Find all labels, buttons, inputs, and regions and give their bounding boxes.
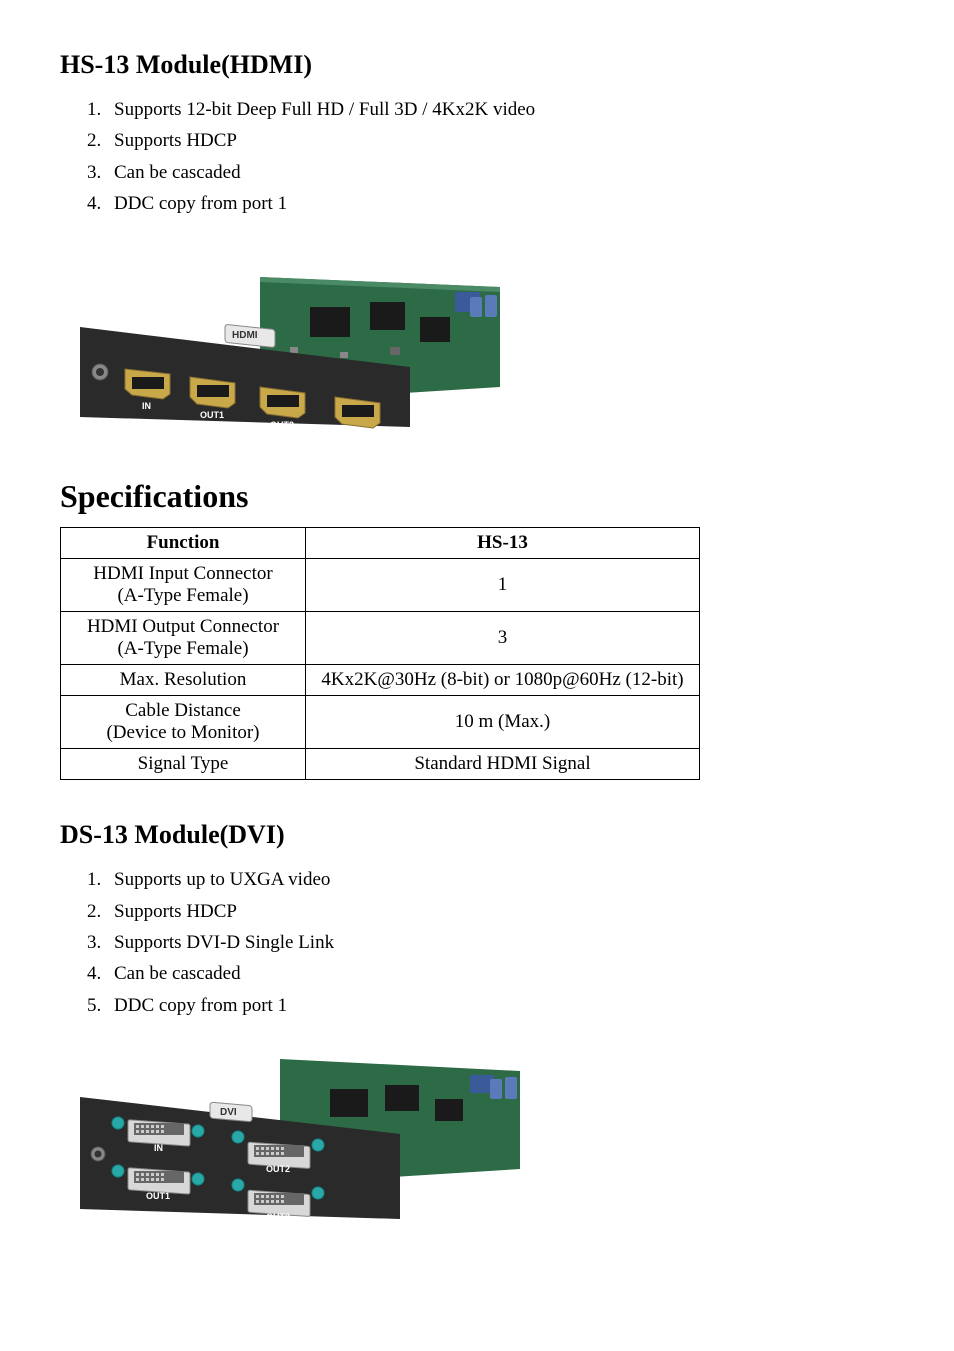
- table-cell-function: Signal Type: [61, 749, 306, 780]
- hs13-product-image: IN OUT1 OUT2 OUT3 HDMI: [60, 247, 510, 452]
- table-cell-value: 1: [306, 559, 700, 612]
- ds13-feature-list: Supports up to UXGA video Supports HDCP …: [60, 864, 894, 1021]
- table-row: HDMI Input Connector (A-Type Female) 1: [61, 559, 700, 612]
- svg-text:OUT2: OUT2: [270, 420, 294, 430]
- hs13-title: HS-13 Module(HDMI): [60, 50, 894, 80]
- svg-text:OUT3: OUT3: [345, 430, 369, 440]
- table-row: Max. Resolution 4Kx2K@30Hz (8-bit) or 10…: [61, 665, 700, 696]
- list-item: Supports 12-bit Deep Full HD / Full 3D /…: [106, 94, 894, 125]
- list-item: Supports up to UXGA video: [106, 864, 894, 895]
- table-cell-function: HDMI Output Connector (A-Type Female): [61, 612, 306, 665]
- dvi-badge-icon: DVI: [210, 1102, 252, 1122]
- list-item: Supports HDCP: [106, 125, 894, 156]
- ds13-product-image: IN OUT2 OUT1: [60, 1049, 530, 1234]
- list-item: Supports HDCP: [106, 896, 894, 927]
- hdmi-port-out3-icon: OUT3: [335, 397, 380, 440]
- specifications-title: Specifications: [60, 478, 894, 515]
- list-item: Can be cascaded: [106, 157, 894, 188]
- svg-text:DVI: DVI: [220, 1107, 237, 1118]
- svg-text:OUT1: OUT1: [146, 1191, 170, 1201]
- list-item: DDC copy from port 1: [106, 990, 894, 1021]
- table-cell-value: 10 m (Max.): [306, 696, 700, 749]
- svg-text:IN: IN: [142, 401, 151, 411]
- list-item: DDC copy from port 1: [106, 188, 894, 219]
- svg-text:HDMI: HDMI: [232, 330, 258, 341]
- table-cell-value: Standard HDMI Signal: [306, 749, 700, 780]
- ds13-title: DS-13 Module(DVI): [60, 820, 894, 850]
- table-row: HDMI Output Connector (A-Type Female) 3: [61, 612, 700, 665]
- table-header-function: Function: [61, 528, 306, 559]
- table-cell-value: 3: [306, 612, 700, 665]
- svg-text:OUT3: OUT3: [266, 1212, 290, 1222]
- table-row: Cable Distance (Device to Monitor) 10 m …: [61, 696, 700, 749]
- specifications-table: Function HS-13 HDMI Input Connector (A-T…: [60, 527, 700, 780]
- table-cell-function: Cable Distance (Device to Monitor): [61, 696, 306, 749]
- table-cell-function: HDMI Input Connector (A-Type Female): [61, 559, 306, 612]
- list-item: Can be cascaded: [106, 958, 894, 989]
- list-item: Supports DVI-D Single Link: [106, 927, 894, 958]
- svg-text:IN: IN: [154, 1143, 163, 1153]
- hs13-feature-list: Supports 12-bit Deep Full HD / Full 3D /…: [60, 94, 894, 219]
- svg-text:OUT2: OUT2: [266, 1164, 290, 1174]
- svg-text:OUT1: OUT1: [200, 410, 224, 420]
- table-cell-value: 4Kx2K@30Hz (8-bit) or 1080p@60Hz (12-bit…: [306, 665, 700, 696]
- table-cell-function: Max. Resolution: [61, 665, 306, 696]
- table-row: Signal Type Standard HDMI Signal: [61, 749, 700, 780]
- table-header-model: HS-13: [306, 528, 700, 559]
